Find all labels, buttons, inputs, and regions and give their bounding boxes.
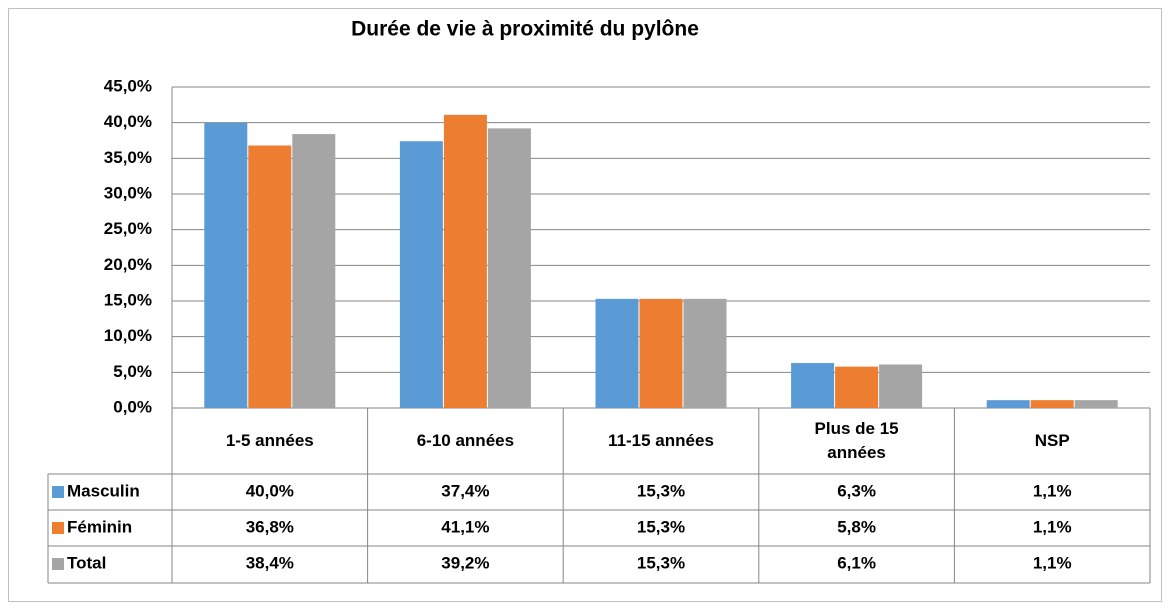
chart-frame xyxy=(8,8,1162,602)
bar xyxy=(204,122,248,409)
table-value: 37,4% xyxy=(441,481,489,500)
bar xyxy=(879,364,923,408)
bar xyxy=(399,141,443,409)
table-value: 15,3% xyxy=(637,553,685,572)
y-tick-label: 25,0% xyxy=(104,219,152,238)
table-value: 41,1% xyxy=(441,517,489,536)
bar xyxy=(791,363,835,408)
table-value: 1,1% xyxy=(1033,517,1072,536)
table-value: 39,2% xyxy=(441,553,489,572)
bar xyxy=(1074,400,1118,408)
y-tick-label: 10,0% xyxy=(104,326,152,345)
bar xyxy=(292,134,336,408)
table-value: 5,8% xyxy=(837,517,876,536)
table-value: 6,1% xyxy=(837,553,876,572)
bar xyxy=(986,400,1030,408)
category-cell: 11-15 années xyxy=(608,431,714,450)
y-tick-label: 15,0% xyxy=(104,290,152,309)
category-cell: 6-10 années xyxy=(416,431,515,450)
table-value: 38,4% xyxy=(246,553,294,572)
table-value: 15,3% xyxy=(637,517,685,536)
table-value: 15,3% xyxy=(637,481,685,500)
y-tick-label: 45,0% xyxy=(104,76,152,95)
x-tick-label: 11-15 années xyxy=(608,431,714,450)
table-value: 36,8% xyxy=(246,517,294,536)
bar xyxy=(443,114,487,408)
bar xyxy=(248,145,292,408)
x-tick-label: 1-5 années xyxy=(225,431,314,450)
category-cell: NSP xyxy=(1034,431,1070,450)
y-tick-label: 40,0% xyxy=(104,112,152,131)
bar xyxy=(835,366,879,408)
table-value: 1,1% xyxy=(1033,553,1072,572)
legend-label: Total xyxy=(67,553,106,572)
y-tick-label: 5,0% xyxy=(113,362,152,381)
bar xyxy=(683,298,727,408)
x-tick-label: 6-10 années xyxy=(416,431,515,450)
legend-label: Féminin xyxy=(67,517,132,536)
y-tick-label: 20,0% xyxy=(104,255,152,274)
category-cell: 1-5 années xyxy=(225,431,314,450)
y-tick-label: 0,0% xyxy=(113,397,152,416)
y-tick-label: 30,0% xyxy=(104,183,152,202)
x-tick-label: Plus de 15 années xyxy=(814,419,899,462)
bar xyxy=(595,298,639,408)
y-tick-label: 35,0% xyxy=(104,148,152,167)
legend-swatch xyxy=(52,558,64,570)
bar xyxy=(487,128,531,408)
category-cell: Plus de 15 années xyxy=(814,419,899,462)
table-value: 1,1% xyxy=(1033,481,1072,500)
chart-title: Durée de vie à proximité du pylône xyxy=(351,18,699,41)
legend-swatch xyxy=(52,486,64,498)
legend-swatch xyxy=(52,522,64,534)
table-value: 40,0% xyxy=(246,481,294,500)
x-tick-label: NSP xyxy=(1034,431,1070,450)
bar xyxy=(1030,400,1074,408)
table-value: 6,3% xyxy=(837,481,876,500)
legend-label: Masculin xyxy=(67,481,140,500)
bar xyxy=(639,298,683,408)
